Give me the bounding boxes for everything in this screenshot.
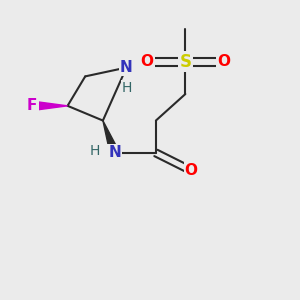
Text: O: O (217, 54, 230, 69)
Polygon shape (32, 101, 68, 110)
Text: H: H (121, 81, 132, 95)
Text: F: F (27, 98, 38, 113)
Text: O: O (185, 163, 198, 178)
Text: S: S (179, 53, 191, 71)
Text: N: N (108, 146, 121, 160)
Text: O: O (141, 54, 154, 69)
Text: N: N (120, 60, 133, 75)
Polygon shape (103, 121, 119, 154)
Text: H: H (90, 145, 101, 158)
